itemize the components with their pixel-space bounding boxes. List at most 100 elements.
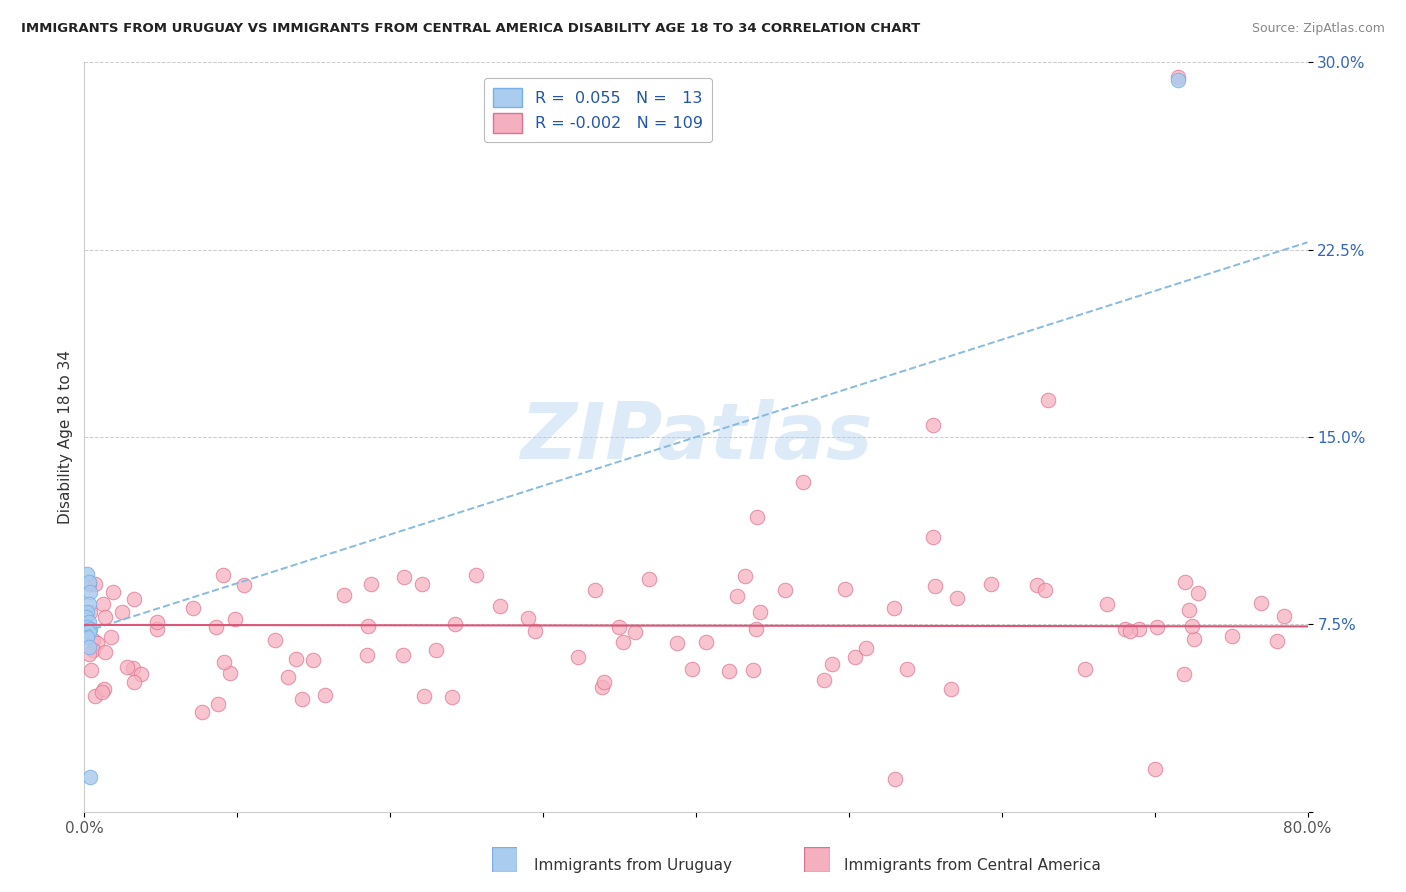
Point [1026,578,1049,592]
Point [84,576,107,591]
Point [93,598,115,612]
Point [747,510,769,524]
Y-axis label: Disability Age 18 to 34: Disability Age 18 to 34 [58,350,73,524]
Legend: R =  0.055   N =   13, R = -0.002   N = 109: R = 0.055 N = 13, R = -0.002 N = 109 [484,78,713,143]
Point [77,640,100,654]
Point [121,661,143,675]
Point [844,649,866,664]
Point [233,578,256,592]
Point [315,688,337,702]
Point [224,612,246,626]
Point [1114,622,1136,636]
Text: Immigrants from Central America: Immigrants from Central America [844,858,1101,872]
Point [440,690,463,704]
Point [76,620,98,634]
Point [146,615,169,629]
Point [591,680,613,694]
Point [946,591,969,605]
Point [302,653,325,667]
Point [524,624,547,638]
Point [593,674,616,689]
Point [695,634,717,648]
Point [76,605,98,619]
Point [1178,603,1201,617]
Point [93,645,115,659]
Point [749,605,772,619]
Point [413,689,436,703]
Point [284,652,307,666]
Point [263,633,285,648]
Point [77,615,100,629]
Point [94,610,117,624]
Point [332,588,354,602]
Point [93,682,115,697]
Point [1095,597,1118,611]
Point [489,599,512,613]
Point [79,623,101,637]
Point [1272,609,1295,624]
Point [79,770,101,784]
Point [813,673,835,688]
Point [131,667,153,681]
Point [77,598,100,612]
Point [896,663,918,677]
Point [191,705,214,719]
Point [444,616,467,631]
Point [122,592,145,607]
Point [1265,634,1288,648]
Point [356,648,378,662]
Point [392,648,415,662]
Point [1173,666,1195,681]
Point [181,600,204,615]
Point [624,625,647,640]
Point [79,585,101,599]
Point [883,772,905,787]
Point [775,583,797,598]
Point [117,659,139,673]
Point [567,650,589,665]
Point [1073,662,1095,676]
Point [1174,574,1197,589]
Point [1182,632,1205,646]
Point [465,568,488,582]
Text: Source: ZipAtlas.com: Source: ZipAtlas.com [1251,22,1385,36]
Point [1167,73,1189,87]
Point [1181,619,1204,633]
Point [1118,624,1140,638]
Point [939,682,962,697]
Point [1250,596,1272,610]
Text: Immigrants from Uruguay: Immigrants from Uruguay [534,858,733,872]
Point [392,570,415,584]
Text: ZIPatlas: ZIPatlas [520,399,872,475]
Point [855,641,877,656]
Point [665,635,688,649]
Point [75,610,97,624]
Point [100,630,122,644]
Point [411,577,433,591]
Point [734,569,756,583]
Point [79,605,101,619]
Point [834,582,856,596]
Point [1143,762,1166,776]
Point [122,674,145,689]
Point [82,643,104,657]
Point [84,689,107,703]
Point [207,698,229,712]
Point [212,567,235,582]
Point [980,576,1002,591]
Point [792,475,814,489]
Point [1128,623,1150,637]
Point [717,664,740,678]
Point [77,577,100,591]
Point [1033,582,1056,597]
Point [212,656,235,670]
Point [145,622,167,636]
Point [1187,586,1209,600]
Point [76,567,98,582]
Point [277,670,299,684]
Point [101,585,124,599]
Point [742,664,765,678]
Point [77,574,100,589]
Point [1167,70,1189,85]
Point [516,611,538,625]
